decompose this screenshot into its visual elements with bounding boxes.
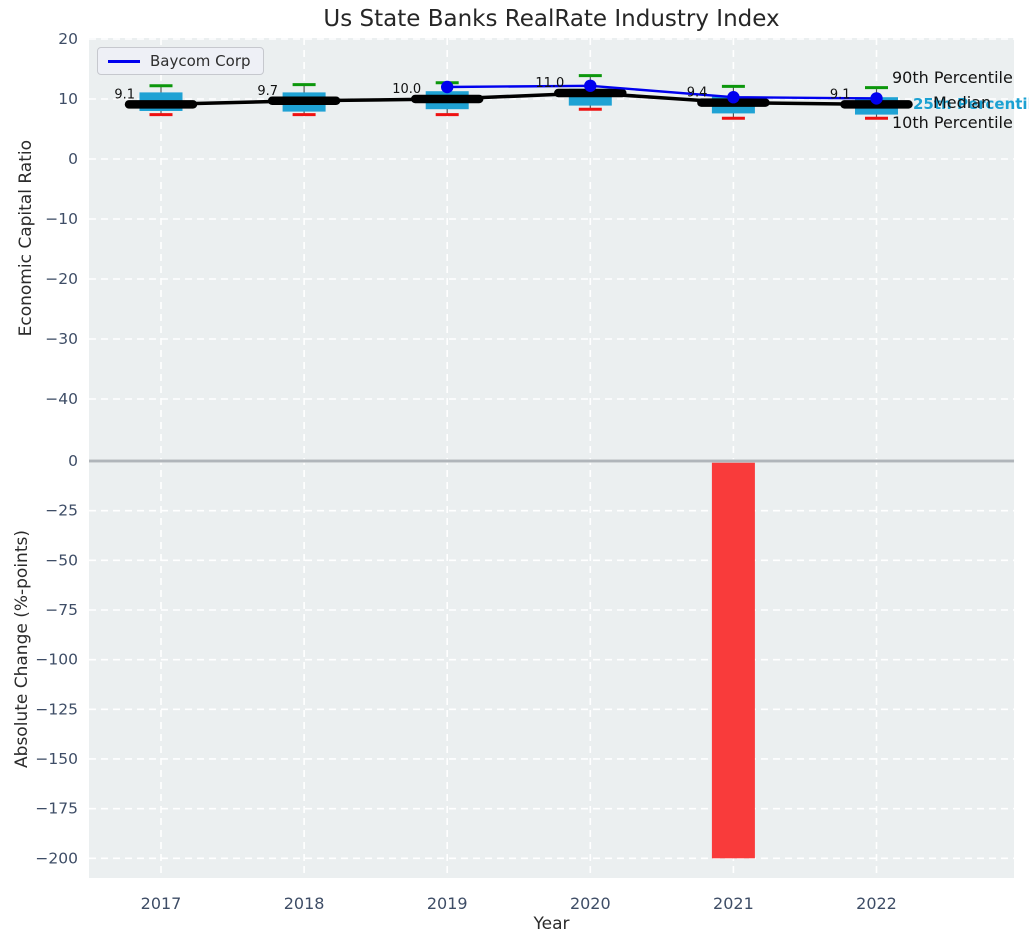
top-y-tick-label: 20 bbox=[58, 30, 78, 48]
bottom-y-tick-label: −100 bbox=[35, 651, 78, 669]
median-value-label-2021: 9.4 bbox=[687, 86, 708, 101]
bottom-y-tick-label: −75 bbox=[45, 601, 78, 619]
bottom-y-tick-label: −150 bbox=[35, 750, 78, 768]
annotation-90th-percentile: 90th Percentile bbox=[892, 68, 1013, 87]
annotation-25th-percentile: 25th Percentile bbox=[913, 95, 1029, 113]
company-point-2019 bbox=[441, 80, 454, 94]
bottom-plot-area bbox=[89, 461, 1014, 878]
company-point-2021 bbox=[727, 91, 740, 104]
median-value-label-2020: 11.0 bbox=[535, 76, 564, 91]
legend-line-swatch-icon bbox=[108, 59, 140, 63]
top-y-tick-label: −30 bbox=[45, 330, 78, 348]
top-y-tick-label: 10 bbox=[58, 90, 78, 108]
company-line bbox=[447, 84, 877, 100]
x-tick-label-2019: 2019 bbox=[427, 894, 468, 913]
x-tick-label-2021: 2021 bbox=[713, 894, 754, 913]
x-tick-label-2022: 2022 bbox=[856, 894, 897, 913]
annotation-median: Median bbox=[933, 93, 992, 112]
annotation-10th-percentile: 10th Percentile bbox=[892, 113, 1013, 132]
top-y-tick-label: −20 bbox=[45, 270, 78, 288]
bottom-y-tick-label: −125 bbox=[35, 700, 78, 718]
bottom-y-tick-label: 0 bbox=[68, 452, 78, 470]
median-value-label-2018: 9.7 bbox=[257, 84, 278, 99]
chart-title: Us State Banks RealRate Industry Index bbox=[323, 6, 780, 32]
bottom-y-tick-label: −50 bbox=[45, 551, 78, 569]
bottom-y-axis-label: Absolute Change (%-points) bbox=[12, 530, 32, 768]
median-value-label-2017: 9.1 bbox=[114, 87, 135, 102]
x-axis-label: Year bbox=[533, 914, 570, 934]
change-bar-2021 bbox=[711, 461, 755, 859]
bottom-y-tick-label: −25 bbox=[45, 502, 78, 520]
x-tick-label-2020: 2020 bbox=[570, 894, 611, 913]
median-value-label-2022: 9.1 bbox=[830, 87, 851, 102]
x-tick-label-2018: 2018 bbox=[284, 894, 325, 913]
legend: Baycom Corp bbox=[97, 47, 264, 75]
bottom-y-tick-label: −175 bbox=[35, 800, 78, 818]
top-y-tick-label: −10 bbox=[45, 210, 78, 228]
company-point-2020 bbox=[584, 79, 597, 93]
x-tick-label-2017: 2017 bbox=[141, 894, 182, 913]
median-value-label-2019: 10.0 bbox=[392, 82, 421, 97]
company-point-2022 bbox=[870, 92, 883, 105]
bottom-y-tick-label: −200 bbox=[35, 849, 78, 867]
top-y-tick-label: −40 bbox=[45, 390, 78, 408]
top-y-tick-label: 0 bbox=[68, 150, 78, 168]
top-y-axis-label: Economic Capital Ratio bbox=[16, 140, 36, 337]
legend-label: Baycom Corp bbox=[150, 52, 251, 70]
